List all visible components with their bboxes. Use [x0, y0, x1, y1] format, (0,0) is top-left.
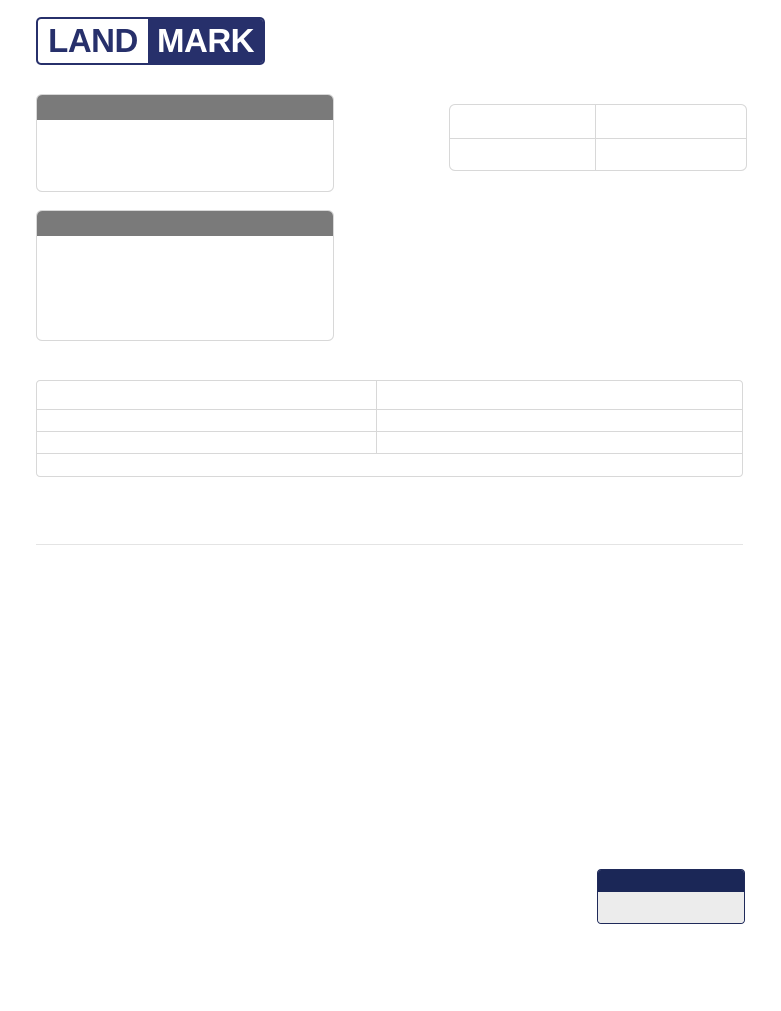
table-cell	[37, 454, 742, 476]
table-cell	[377, 410, 742, 431]
info-table-cell	[450, 139, 596, 170]
table-cell	[377, 381, 742, 409]
address-panel-1	[36, 94, 334, 192]
table-row	[37, 381, 742, 410]
table-row	[37, 432, 742, 454]
logo-land-text: LAND	[48, 22, 138, 59]
landmark-logo: LAND MARK	[36, 17, 265, 65]
detail-table	[36, 380, 743, 477]
table-row	[37, 454, 742, 476]
table-cell	[37, 432, 377, 453]
address-panel-2-header	[37, 211, 333, 236]
info-table-cell	[450, 105, 596, 139]
address-panel-1-header	[37, 95, 333, 120]
section-1	[36, 528, 743, 545]
address-panel-1-body	[37, 120, 333, 132]
table-cell	[37, 381, 377, 409]
info-table-cell	[596, 105, 746, 139]
section-1-divider	[36, 544, 743, 545]
table-row	[37, 410, 742, 432]
table-cell	[377, 432, 742, 453]
logo-mark-text: MARK	[148, 19, 263, 63]
total-label	[598, 870, 744, 892]
info-table-cell	[596, 139, 746, 170]
total-box	[597, 869, 745, 924]
info-table	[449, 104, 747, 171]
table-cell	[37, 410, 377, 431]
address-panel-2	[36, 210, 334, 341]
address-panel-2-body	[37, 236, 333, 248]
total-value	[598, 892, 744, 923]
